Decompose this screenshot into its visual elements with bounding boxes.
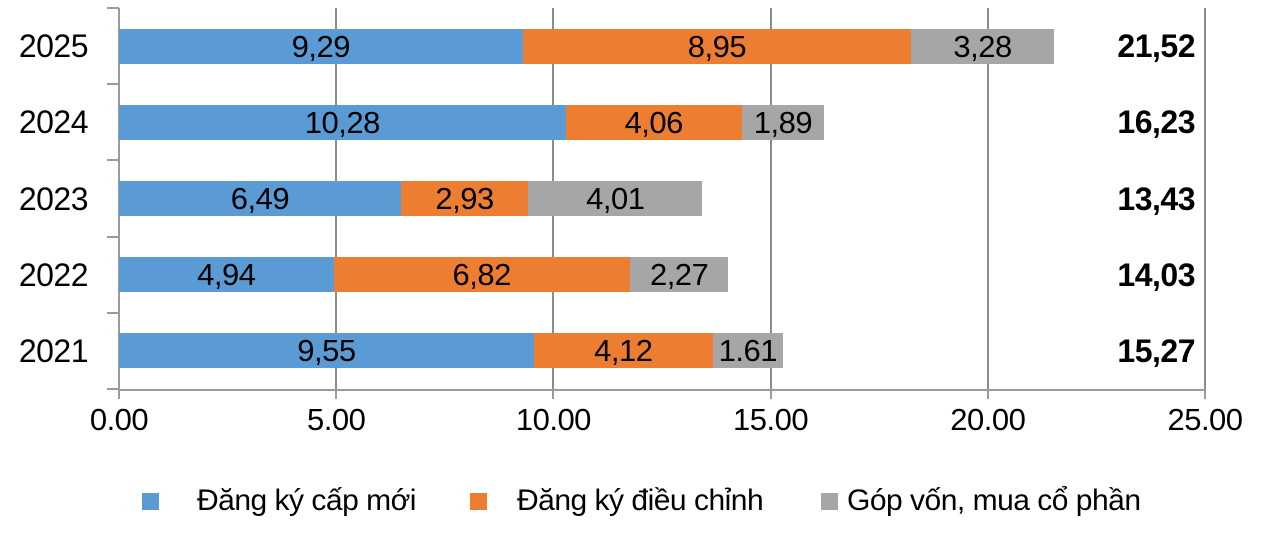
bar-segment: 4,12	[533, 333, 713, 369]
y-axis-tick	[107, 388, 119, 390]
legend: Đăng ký cấp mới Đăng ký điều chỉnh Góp vốn…	[0, 478, 1271, 524]
x-axis-tick	[552, 390, 555, 399]
bar-segment-value: 9,55	[297, 333, 356, 369]
x-gridline	[986, 8, 989, 389]
legend-label: Góp vốn, mua cổ phần	[847, 484, 1141, 517]
total-label: 16,23	[1117, 104, 1195, 141]
bar-segment: 2,27	[629, 257, 729, 293]
x-axis-tick	[335, 390, 338, 399]
bar-segment-value: 4,94	[197, 257, 256, 293]
x-axis-tick	[986, 390, 989, 399]
legend-label: Đăng ký cấp mới	[197, 484, 416, 517]
bar-segment: 6,49	[119, 181, 401, 216]
y-axis-category-label: 2023	[18, 180, 89, 217]
bar-segment: 10,28	[119, 104, 566, 140]
x-axis-tick-label: 0.00	[89, 402, 149, 437]
bar-segment: 4,06	[565, 104, 742, 140]
bar-segment: 4,94	[119, 257, 334, 293]
bar-segment-value: 1.61	[718, 333, 778, 369]
bar-segment-value: 1,89	[753, 104, 813, 140]
total-label: 15,27	[1117, 332, 1195, 369]
y-axis-category-label: 2025	[18, 28, 89, 65]
x-gridline	[1204, 8, 1206, 389]
bar-row: 10,28 4,06 1,89	[119, 104, 825, 140]
y-axis-tick	[107, 159, 119, 162]
x-axis-tick-label: 10.00	[515, 402, 592, 437]
bar-segment-value: 8,95	[687, 28, 747, 64]
y-axis-tick	[107, 311, 119, 314]
bar-segment: 9,29	[119, 28, 523, 64]
legend-item: Đăng ký điều chỉnh	[470, 478, 764, 524]
total-label: 14,03	[1117, 256, 1195, 293]
bar-row: 9,29 8,95 3,28	[119, 28, 1054, 64]
x-axis-line	[118, 389, 1206, 391]
bar-row: 4,94 6,82 2,27	[119, 257, 729, 293]
plot-area: 0.00 5.00 10.00 15.00 20.00 25.00 9,29 8,95 3,28…	[90, 7, 1243, 435]
y-axis-tick	[107, 7, 119, 9]
total-label: 21,52	[1117, 28, 1195, 65]
bar-segment: 6,82	[333, 257, 630, 293]
legend-label: Đăng ký điều chỉnh	[517, 484, 764, 517]
bar-segment: 9,55	[119, 333, 534, 369]
bar-segment-value: 6,49	[230, 181, 290, 216]
legend-swatch	[821, 492, 838, 510]
bar-segment: 1,89	[741, 104, 825, 140]
bar-segment: 2,93	[400, 181, 529, 216]
y-axis-category-label: 2021	[18, 332, 89, 369]
y-axis-category-label: 2024	[18, 104, 89, 141]
x-gridline	[769, 8, 772, 389]
bar-segment-value: 2,27	[649, 257, 709, 293]
y-axis-tick	[107, 235, 119, 238]
legend-swatch	[470, 492, 487, 510]
total-label: 13,43	[1117, 180, 1195, 217]
bar-segment-value: 4,06	[624, 104, 684, 140]
bar-row: 6,49 2,93 4,01	[119, 181, 703, 216]
x-axis-tick	[1204, 390, 1206, 399]
bar-segment: 3,28	[911, 28, 1054, 64]
bar-segment: 8,95	[522, 28, 912, 64]
bar-segment-value: 2,93	[435, 181, 494, 216]
x-axis-tick-label: 25.00	[1167, 402, 1243, 437]
x-axis-tick	[118, 390, 120, 399]
x-axis-tick	[769, 390, 772, 399]
y-axis-tick	[107, 83, 119, 86]
bar-segment-value: 6,82	[452, 257, 512, 293]
bar-segment-value: 4,12	[594, 333, 653, 369]
legend-item: Đăng ký cấp mới	[142, 478, 416, 524]
bar-segment-value: 9,29	[291, 28, 351, 64]
y-axis-category-label: 2022	[18, 256, 89, 293]
x-axis-tick-label: 15.00	[733, 402, 809, 437]
legend-item: Góp vốn, mua cổ phần	[821, 478, 1141, 524]
bar-segment-value: 3,28	[953, 28, 1012, 64]
bar-segment-value: 4,01	[586, 181, 645, 216]
bar-row: 9,55 4,12 1.61	[119, 333, 783, 369]
bar-segment: 4,01	[528, 181, 703, 216]
x-axis-tick-label: 5.00	[307, 402, 366, 437]
bar-segment: 1.61	[712, 333, 783, 369]
x-axis-tick-label: 20.00	[950, 402, 1026, 437]
bar-segment-value: 10,28	[304, 104, 381, 140]
legend-swatch	[142, 492, 159, 510]
